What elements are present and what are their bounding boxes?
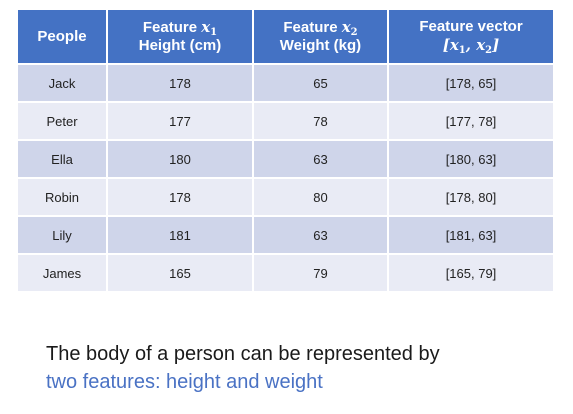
feature-table: People Feature x1 Height (cm) Feature x2… bbox=[16, 8, 555, 293]
caption: The body of a person can be represented … bbox=[46, 340, 440, 396]
header-x2-unit: Weight (kg) bbox=[279, 37, 362, 54]
vector-subscript-1: 1 bbox=[458, 45, 466, 56]
table-row: Jack 178 65 [178, 65] bbox=[18, 65, 553, 101]
cell-height: 181 bbox=[108, 217, 252, 253]
cell-name: Jack bbox=[18, 65, 106, 101]
cell-height: 165 bbox=[108, 255, 252, 291]
cell-vector: [180, 63] bbox=[389, 141, 553, 177]
cell-name: Lily bbox=[18, 217, 106, 253]
table-row: Robin 178 80 [178, 80] bbox=[18, 179, 553, 215]
table-row: Lily 181 63 [181, 63] bbox=[18, 217, 553, 253]
cell-vector: [178, 80] bbox=[389, 179, 553, 215]
cell-weight: 63 bbox=[254, 217, 387, 253]
cell-name: Ella bbox=[18, 141, 106, 177]
cell-height: 177 bbox=[108, 103, 252, 139]
header-feature-x2: Feature x2 Weight (kg) bbox=[254, 10, 387, 63]
x1-symbol: x bbox=[201, 18, 211, 36]
cell-height: 180 bbox=[108, 141, 252, 177]
header-vector-notation: [x1, x2] bbox=[442, 36, 500, 56]
header-x2-label: Feature bbox=[283, 19, 338, 36]
table-row: Peter 177 78 [177, 78] bbox=[18, 103, 553, 139]
header-people-label: People bbox=[37, 27, 87, 45]
vector-symbol-2: x bbox=[476, 36, 486, 54]
cell-weight: 78 bbox=[254, 103, 387, 139]
cell-weight: 65 bbox=[254, 65, 387, 101]
x2-symbol: x bbox=[341, 18, 351, 36]
cell-name: Peter bbox=[18, 103, 106, 139]
header-x1-label: Feature bbox=[142, 19, 198, 36]
caption-line-1: The body of a person can be represented … bbox=[46, 343, 440, 365]
table-row: James 165 79 [165, 79] bbox=[18, 255, 553, 291]
cell-height: 178 bbox=[108, 65, 252, 101]
header-row: People Feature x1 Height (cm) Feature x2… bbox=[18, 10, 553, 63]
cell-weight: 63 bbox=[254, 141, 387, 177]
cell-weight: 80 bbox=[254, 179, 387, 215]
vector-comma: , bbox=[465, 36, 477, 54]
cell-name: Robin bbox=[18, 179, 106, 215]
header-x2-symbol: x2 bbox=[341, 18, 358, 38]
table-row: Ella 180 63 [180, 63] bbox=[18, 141, 553, 177]
cell-vector: [165, 79] bbox=[389, 255, 553, 291]
header-people: People bbox=[18, 10, 106, 63]
header-x1-symbol: x1 bbox=[201, 18, 218, 38]
header-vector-label: Feature vector bbox=[419, 18, 523, 35]
cell-vector: [177, 78] bbox=[389, 103, 553, 139]
cell-height: 178 bbox=[108, 179, 252, 215]
vector-symbol-1: x bbox=[449, 36, 459, 54]
header-feature-x1: Feature x1 Height (cm) bbox=[108, 10, 252, 63]
vector-subscript-2: 2 bbox=[485, 45, 493, 56]
vector-open-bracket: [ bbox=[442, 36, 450, 54]
cell-vector: [181, 63] bbox=[389, 217, 553, 253]
cell-weight: 79 bbox=[254, 255, 387, 291]
cell-name: James bbox=[18, 255, 106, 291]
vector-close-bracket: ] bbox=[492, 36, 500, 54]
header-feature-vector: Feature vector [x1, x2] bbox=[389, 10, 553, 63]
x1-subscript: 1 bbox=[210, 27, 218, 38]
x2-subscript: 2 bbox=[350, 27, 358, 38]
header-x1-unit: Height (cm) bbox=[138, 37, 222, 54]
cell-vector: [178, 65] bbox=[389, 65, 553, 101]
caption-line-2: two features: height and weight bbox=[46, 371, 323, 393]
